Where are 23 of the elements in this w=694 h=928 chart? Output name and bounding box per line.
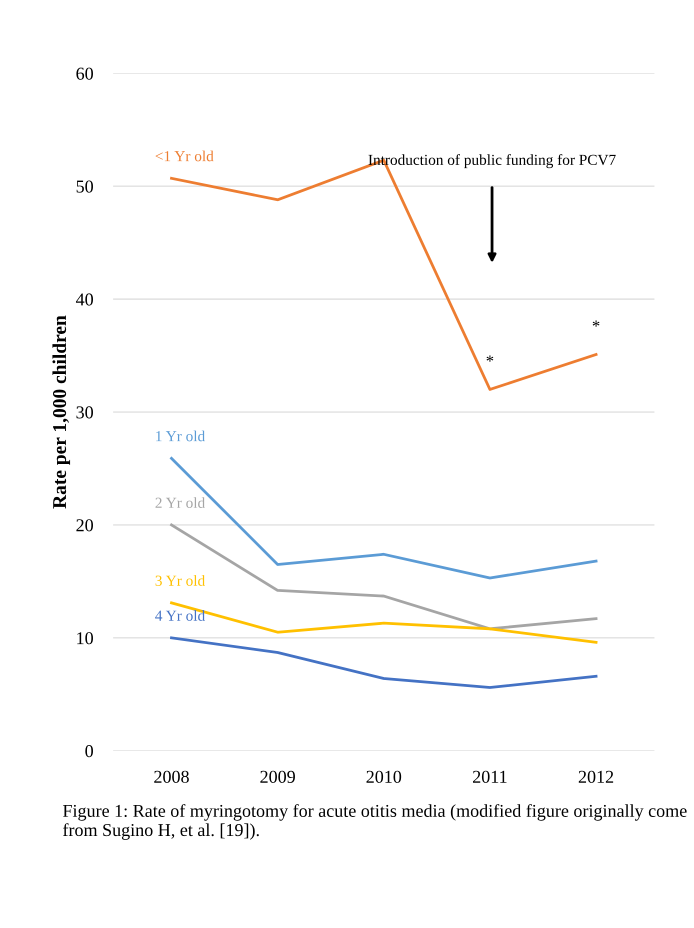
x-tick-label: 2009	[260, 770, 295, 783]
x-tick-label: 2010	[366, 770, 402, 783]
y-tick-label: 40	[76, 293, 93, 306]
annotation: *	[592, 320, 600, 327]
series-label: 3 Yr old	[156, 575, 205, 586]
y-tick-label: 60	[76, 68, 93, 80]
x-tick-label: 2012	[578, 770, 614, 783]
series-label: 4 Yr old	[155, 610, 205, 621]
annotation: Introduction of public funding for PCV7	[368, 154, 616, 168]
y-tick-label: 20	[76, 519, 93, 532]
x-tick-label: 2011	[473, 770, 507, 783]
x-tick-label: 2008	[154, 770, 189, 783]
y-tick-label: 0	[85, 745, 93, 758]
series-label: <1 Yr old	[156, 150, 214, 162]
annotation: *	[486, 356, 494, 362]
y-tick-label: 10	[77, 632, 93, 644]
y-tick-label: 30	[76, 406, 93, 418]
y-axis-title: Rate per 1,000 children	[52, 315, 70, 509]
y-tick-label: 50	[76, 180, 93, 193]
series-label: 1 Yr old	[156, 430, 205, 442]
line-series	[170, 636, 598, 689]
caption: Figure 1: Rate of myringotomy for acute otitis media (modified figure originally come from Sugino H, et al. [19]).	[62, 804, 687, 840]
series-label: 2 Yr old	[156, 497, 205, 508]
